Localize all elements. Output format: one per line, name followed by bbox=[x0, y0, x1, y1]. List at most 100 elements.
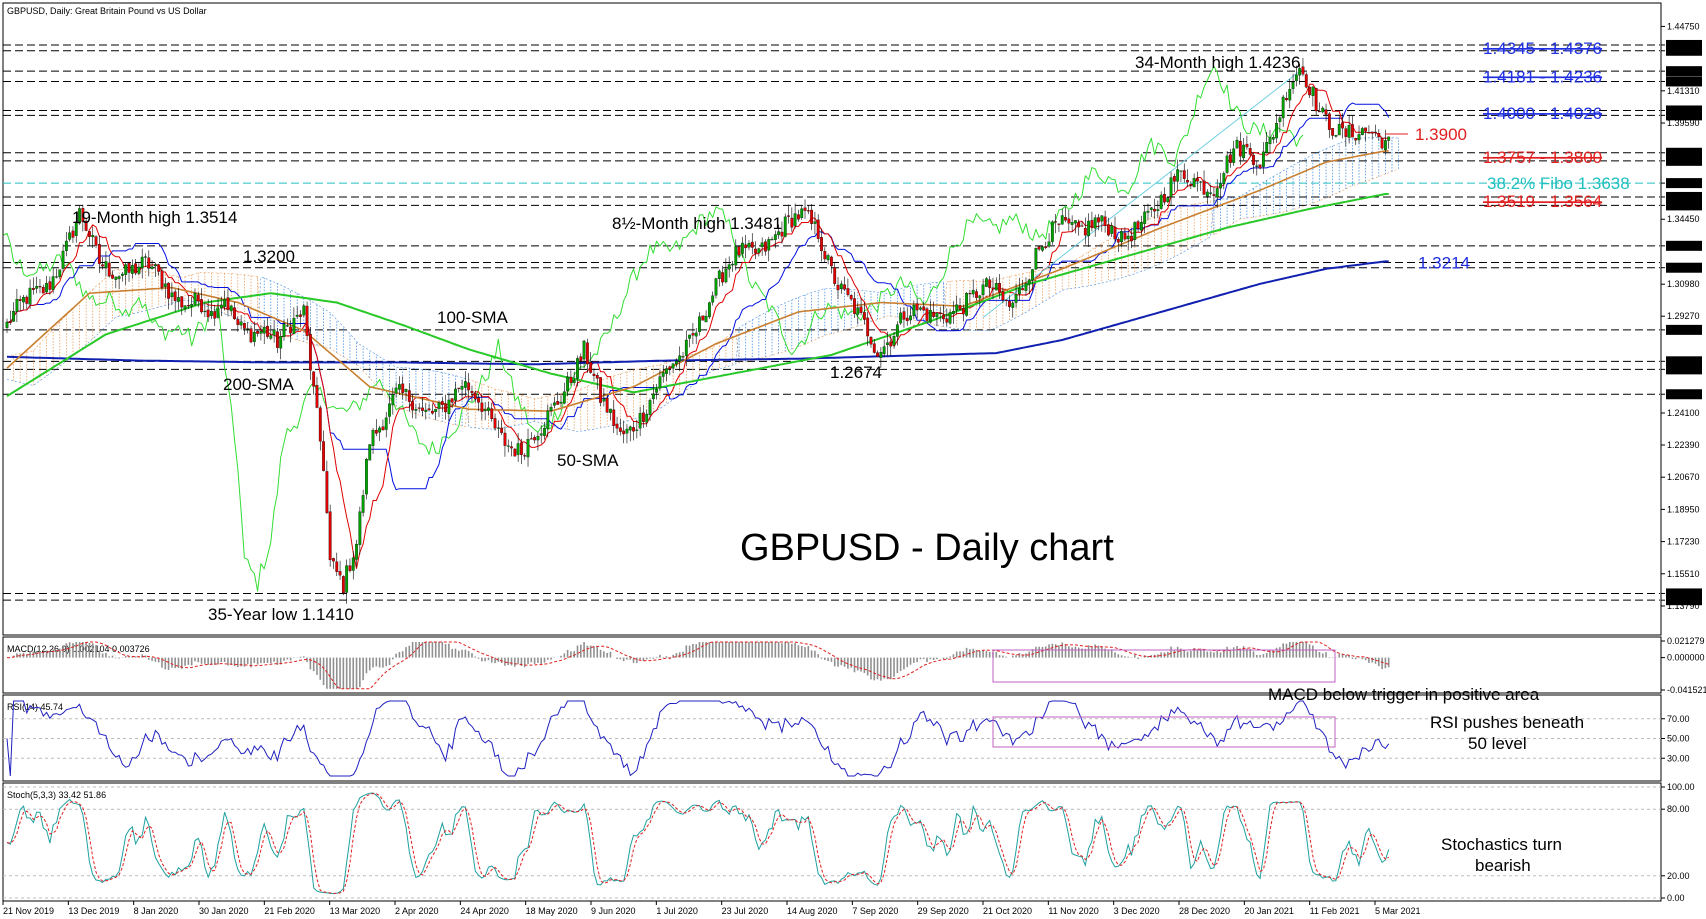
candle-body bbox=[833, 267, 837, 284]
candle-body bbox=[272, 329, 276, 336]
candle-body bbox=[137, 266, 141, 274]
candle-body bbox=[1120, 231, 1123, 243]
candle-body bbox=[991, 287, 995, 290]
candle-body bbox=[1189, 183, 1193, 186]
candle-body bbox=[780, 231, 784, 237]
candle-body bbox=[1245, 143, 1249, 148]
candle-body bbox=[816, 219, 820, 239]
candle-body bbox=[140, 256, 144, 269]
price-tick-label: 1.15510 bbox=[1667, 569, 1700, 579]
price-tick-label: 1.14460 bbox=[1667, 588, 1700, 598]
candle-body bbox=[1133, 222, 1137, 240]
candle-body bbox=[1285, 97, 1288, 101]
candle-body bbox=[971, 290, 975, 295]
candle-body bbox=[770, 238, 774, 241]
candle-body bbox=[853, 298, 856, 314]
level-label-0: 1.4345 - 1.4376 bbox=[1483, 39, 1602, 58]
annotation-2: 1.3200 bbox=[243, 247, 295, 266]
candle-body bbox=[1291, 82, 1295, 89]
candle-body bbox=[1179, 170, 1183, 172]
date-tick-label: 14 Aug 2020 bbox=[787, 906, 838, 916]
candle-body bbox=[823, 251, 827, 260]
candle-body bbox=[239, 321, 243, 326]
candle-body bbox=[651, 393, 655, 400]
candle-body bbox=[605, 397, 609, 413]
macd-panel-frame bbox=[2, 636, 1662, 694]
candle-body bbox=[338, 571, 342, 576]
candle-body bbox=[1090, 220, 1094, 227]
candle-body bbox=[988, 279, 992, 288]
candle-body bbox=[437, 402, 441, 409]
candle-body bbox=[553, 402, 556, 406]
candle-body bbox=[826, 255, 830, 261]
candle-body bbox=[18, 299, 22, 301]
candle-body bbox=[1225, 155, 1229, 173]
candle-body bbox=[477, 397, 480, 403]
price-tick-label: 1.33030 bbox=[1667, 241, 1700, 251]
candle-body bbox=[704, 315, 708, 323]
annotation-5: 200-SMA bbox=[223, 375, 295, 394]
candle-body bbox=[958, 305, 962, 310]
candle-body bbox=[820, 237, 823, 252]
candle-body bbox=[229, 305, 233, 312]
candle-body bbox=[371, 430, 375, 446]
candle-body bbox=[404, 388, 408, 392]
candle-body bbox=[398, 384, 401, 390]
price-tick-label: 1.38000 bbox=[1667, 148, 1700, 158]
candle-body bbox=[147, 257, 151, 269]
candle-body bbox=[384, 417, 388, 430]
candle-body bbox=[585, 342, 589, 365]
candle-body bbox=[1024, 283, 1028, 291]
candle-body bbox=[836, 284, 840, 291]
candle-body bbox=[1334, 135, 1338, 137]
candle-body bbox=[114, 276, 118, 280]
candle-body bbox=[516, 443, 520, 455]
candle-body bbox=[259, 331, 263, 334]
candle-body bbox=[1314, 88, 1318, 112]
candle-body bbox=[797, 214, 800, 220]
candle-body bbox=[1298, 68, 1302, 76]
candle-body bbox=[1205, 191, 1209, 197]
candle-body bbox=[1384, 140, 1387, 150]
candle-body bbox=[28, 287, 32, 305]
candle-body bbox=[1229, 154, 1232, 163]
date-tick-label: 8 Jan 2020 bbox=[134, 906, 179, 916]
candle-body bbox=[1172, 176, 1176, 182]
candle-body bbox=[1370, 131, 1374, 134]
candle-body bbox=[1027, 279, 1031, 285]
candle-body bbox=[424, 409, 428, 412]
candle-body bbox=[767, 239, 771, 251]
level-labels: 1.4345 - 1.4376 1.4181 - 1.4236 1.4000 - 1… bbox=[1385, 39, 1630, 272]
candle-body bbox=[177, 297, 180, 302]
candle-body bbox=[678, 355, 682, 362]
candle-body bbox=[783, 216, 787, 237]
candle-body bbox=[1252, 154, 1255, 165]
candle-body bbox=[1070, 222, 1074, 225]
candle-body bbox=[1364, 127, 1368, 132]
candle-body bbox=[1064, 217, 1067, 221]
date-tick-label: 28 Dec 2020 bbox=[1179, 906, 1230, 916]
candle-body bbox=[928, 310, 932, 323]
price-tick-label: 1.36380 bbox=[1667, 178, 1700, 188]
candle-body bbox=[341, 576, 345, 594]
candle-body bbox=[556, 401, 560, 405]
candle-body bbox=[1083, 228, 1087, 236]
candle-body bbox=[101, 264, 105, 267]
candle-body bbox=[1374, 131, 1377, 133]
candle-body bbox=[266, 325, 269, 337]
date-tick-label: 23 Jul 2020 bbox=[722, 906, 769, 916]
macd-note: MACD below trigger in positive area bbox=[1268, 685, 1540, 704]
candle-body bbox=[74, 221, 78, 236]
candle-body bbox=[747, 243, 751, 248]
date-tick-label: 3 Dec 2020 bbox=[1114, 906, 1160, 916]
candle-body bbox=[335, 561, 339, 572]
price-tick-label: 1.43760 bbox=[1667, 40, 1700, 50]
candle-body bbox=[1304, 74, 1308, 88]
candle-body bbox=[203, 310, 207, 313]
date-tick-label: 21 Nov 2019 bbox=[3, 906, 54, 916]
candle-body bbox=[919, 307, 922, 310]
candle-body bbox=[1149, 207, 1153, 210]
rsi-note-line-1: RSI pushes beneath bbox=[1430, 713, 1584, 732]
price-tick-highlight bbox=[1666, 191, 1702, 202]
candle-body bbox=[473, 393, 477, 400]
